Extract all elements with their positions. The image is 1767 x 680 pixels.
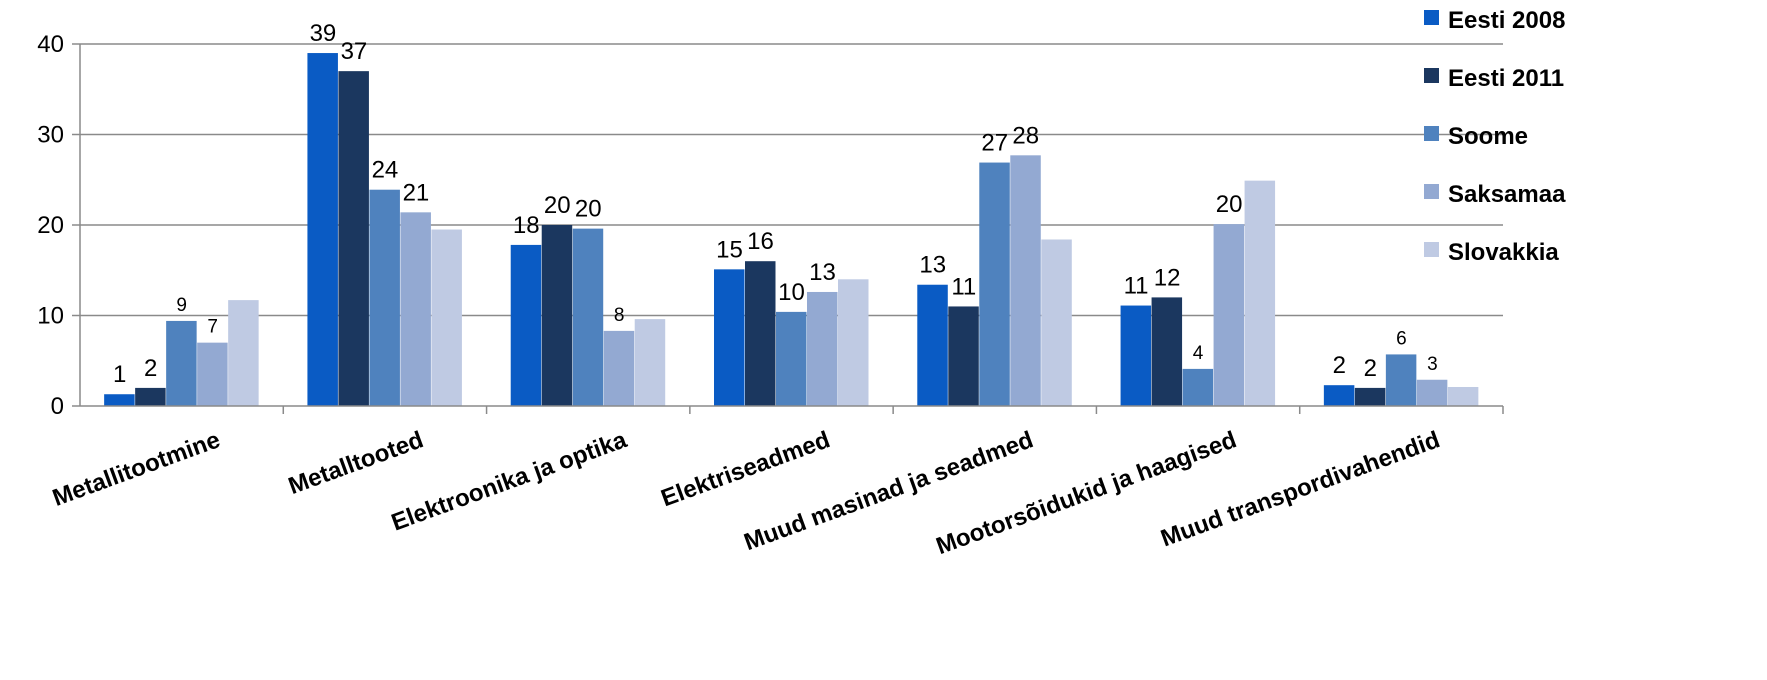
x-category-label: Elektroonika ja optika (388, 426, 631, 536)
bar (400, 212, 431, 406)
data-label: 37 (341, 38, 368, 65)
x-category-label: Metalltooted (285, 426, 427, 500)
bar (1120, 305, 1152, 406)
legend-swatch (1424, 184, 1439, 199)
legend-swatch (1424, 126, 1439, 141)
data-label: 21 (403, 179, 430, 206)
bar (979, 162, 1010, 406)
bar (714, 269, 745, 406)
y-tick-label: 10 (37, 303, 64, 330)
data-label: 39 (310, 20, 337, 47)
legend-label: Slovakkia (1448, 239, 1559, 266)
data-label: 12 (1154, 264, 1181, 291)
x-category-label: Elektriseadmed (658, 426, 834, 512)
data-label: 7 (207, 317, 218, 338)
data-label: 6 (1396, 328, 1407, 349)
bars (104, 53, 1479, 407)
data-label: 24 (372, 157, 399, 184)
bar (369, 189, 400, 406)
data-label: 28 (1012, 122, 1039, 149)
data-label: 1 (113, 361, 126, 388)
legend-label: Eesti 2008 (1448, 7, 1565, 34)
bar (1447, 386, 1479, 406)
bar (104, 394, 135, 406)
legend-swatch (1424, 68, 1439, 83)
data-label: 2 (1364, 355, 1377, 382)
data-label: 16 (747, 228, 774, 255)
data-label: 11 (951, 273, 976, 300)
bar (1151, 297, 1183, 406)
legend-label: Eesti 2011 (1448, 65, 1564, 92)
bar (917, 284, 948, 406)
data-label: 2 (1333, 352, 1346, 379)
data-label: 3 (1427, 354, 1438, 375)
data-label: 13 (919, 252, 946, 279)
bar (634, 319, 666, 406)
legend-label: Saksamaa (1448, 181, 1566, 208)
data-label: 9 (176, 295, 187, 316)
legend-swatch (1424, 242, 1439, 257)
data-label: 4 (1193, 343, 1204, 364)
bar (1385, 354, 1417, 406)
bar (307, 53, 338, 407)
bar (338, 71, 369, 407)
y-tick-label: 20 (37, 212, 64, 239)
data-label: 20 (544, 192, 571, 219)
bar (745, 261, 776, 406)
data-label: 20 (575, 196, 602, 223)
data-label: 10 (778, 279, 805, 306)
bar (1354, 387, 1386, 406)
bar (166, 320, 197, 406)
bar (948, 306, 979, 406)
bar (838, 279, 869, 406)
data-label: 20 (1216, 191, 1243, 218)
data-label: 11 (1124, 273, 1149, 300)
data-label: 8 (614, 305, 625, 326)
bar (1010, 155, 1041, 406)
y-tick-label: 40 (37, 31, 64, 58)
bar (135, 387, 166, 406)
bar (1213, 224, 1245, 406)
legend-swatch (1424, 10, 1439, 25)
data-label: 2 (144, 355, 157, 382)
x-category-label: Metallitootmine (49, 426, 224, 512)
y-tick-label: 0 (51, 393, 64, 420)
bar (431, 229, 462, 406)
gridlines (80, 43, 1503, 317)
bar (776, 311, 807, 406)
data-label: 15 (716, 236, 743, 263)
bar (603, 330, 635, 406)
bar (197, 342, 228, 406)
bar (541, 225, 573, 406)
legend: Eesti 2008 Eesti 2011 Soome Saksamaa Slovakk… (1424, 7, 1566, 266)
bar (1323, 385, 1355, 406)
bar (228, 300, 259, 406)
bar (1041, 239, 1072, 406)
y-tick-label: 30 (37, 122, 64, 149)
data-label: 27 (981, 130, 1008, 157)
bar (572, 228, 604, 406)
legend-label: Soome (1448, 123, 1528, 150)
bar (1182, 368, 1214, 406)
data-label: 18 (513, 212, 540, 239)
data-label: 13 (809, 259, 836, 286)
bar (1416, 379, 1448, 406)
bar (510, 244, 542, 406)
bar (807, 291, 838, 406)
bar (1244, 180, 1276, 406)
